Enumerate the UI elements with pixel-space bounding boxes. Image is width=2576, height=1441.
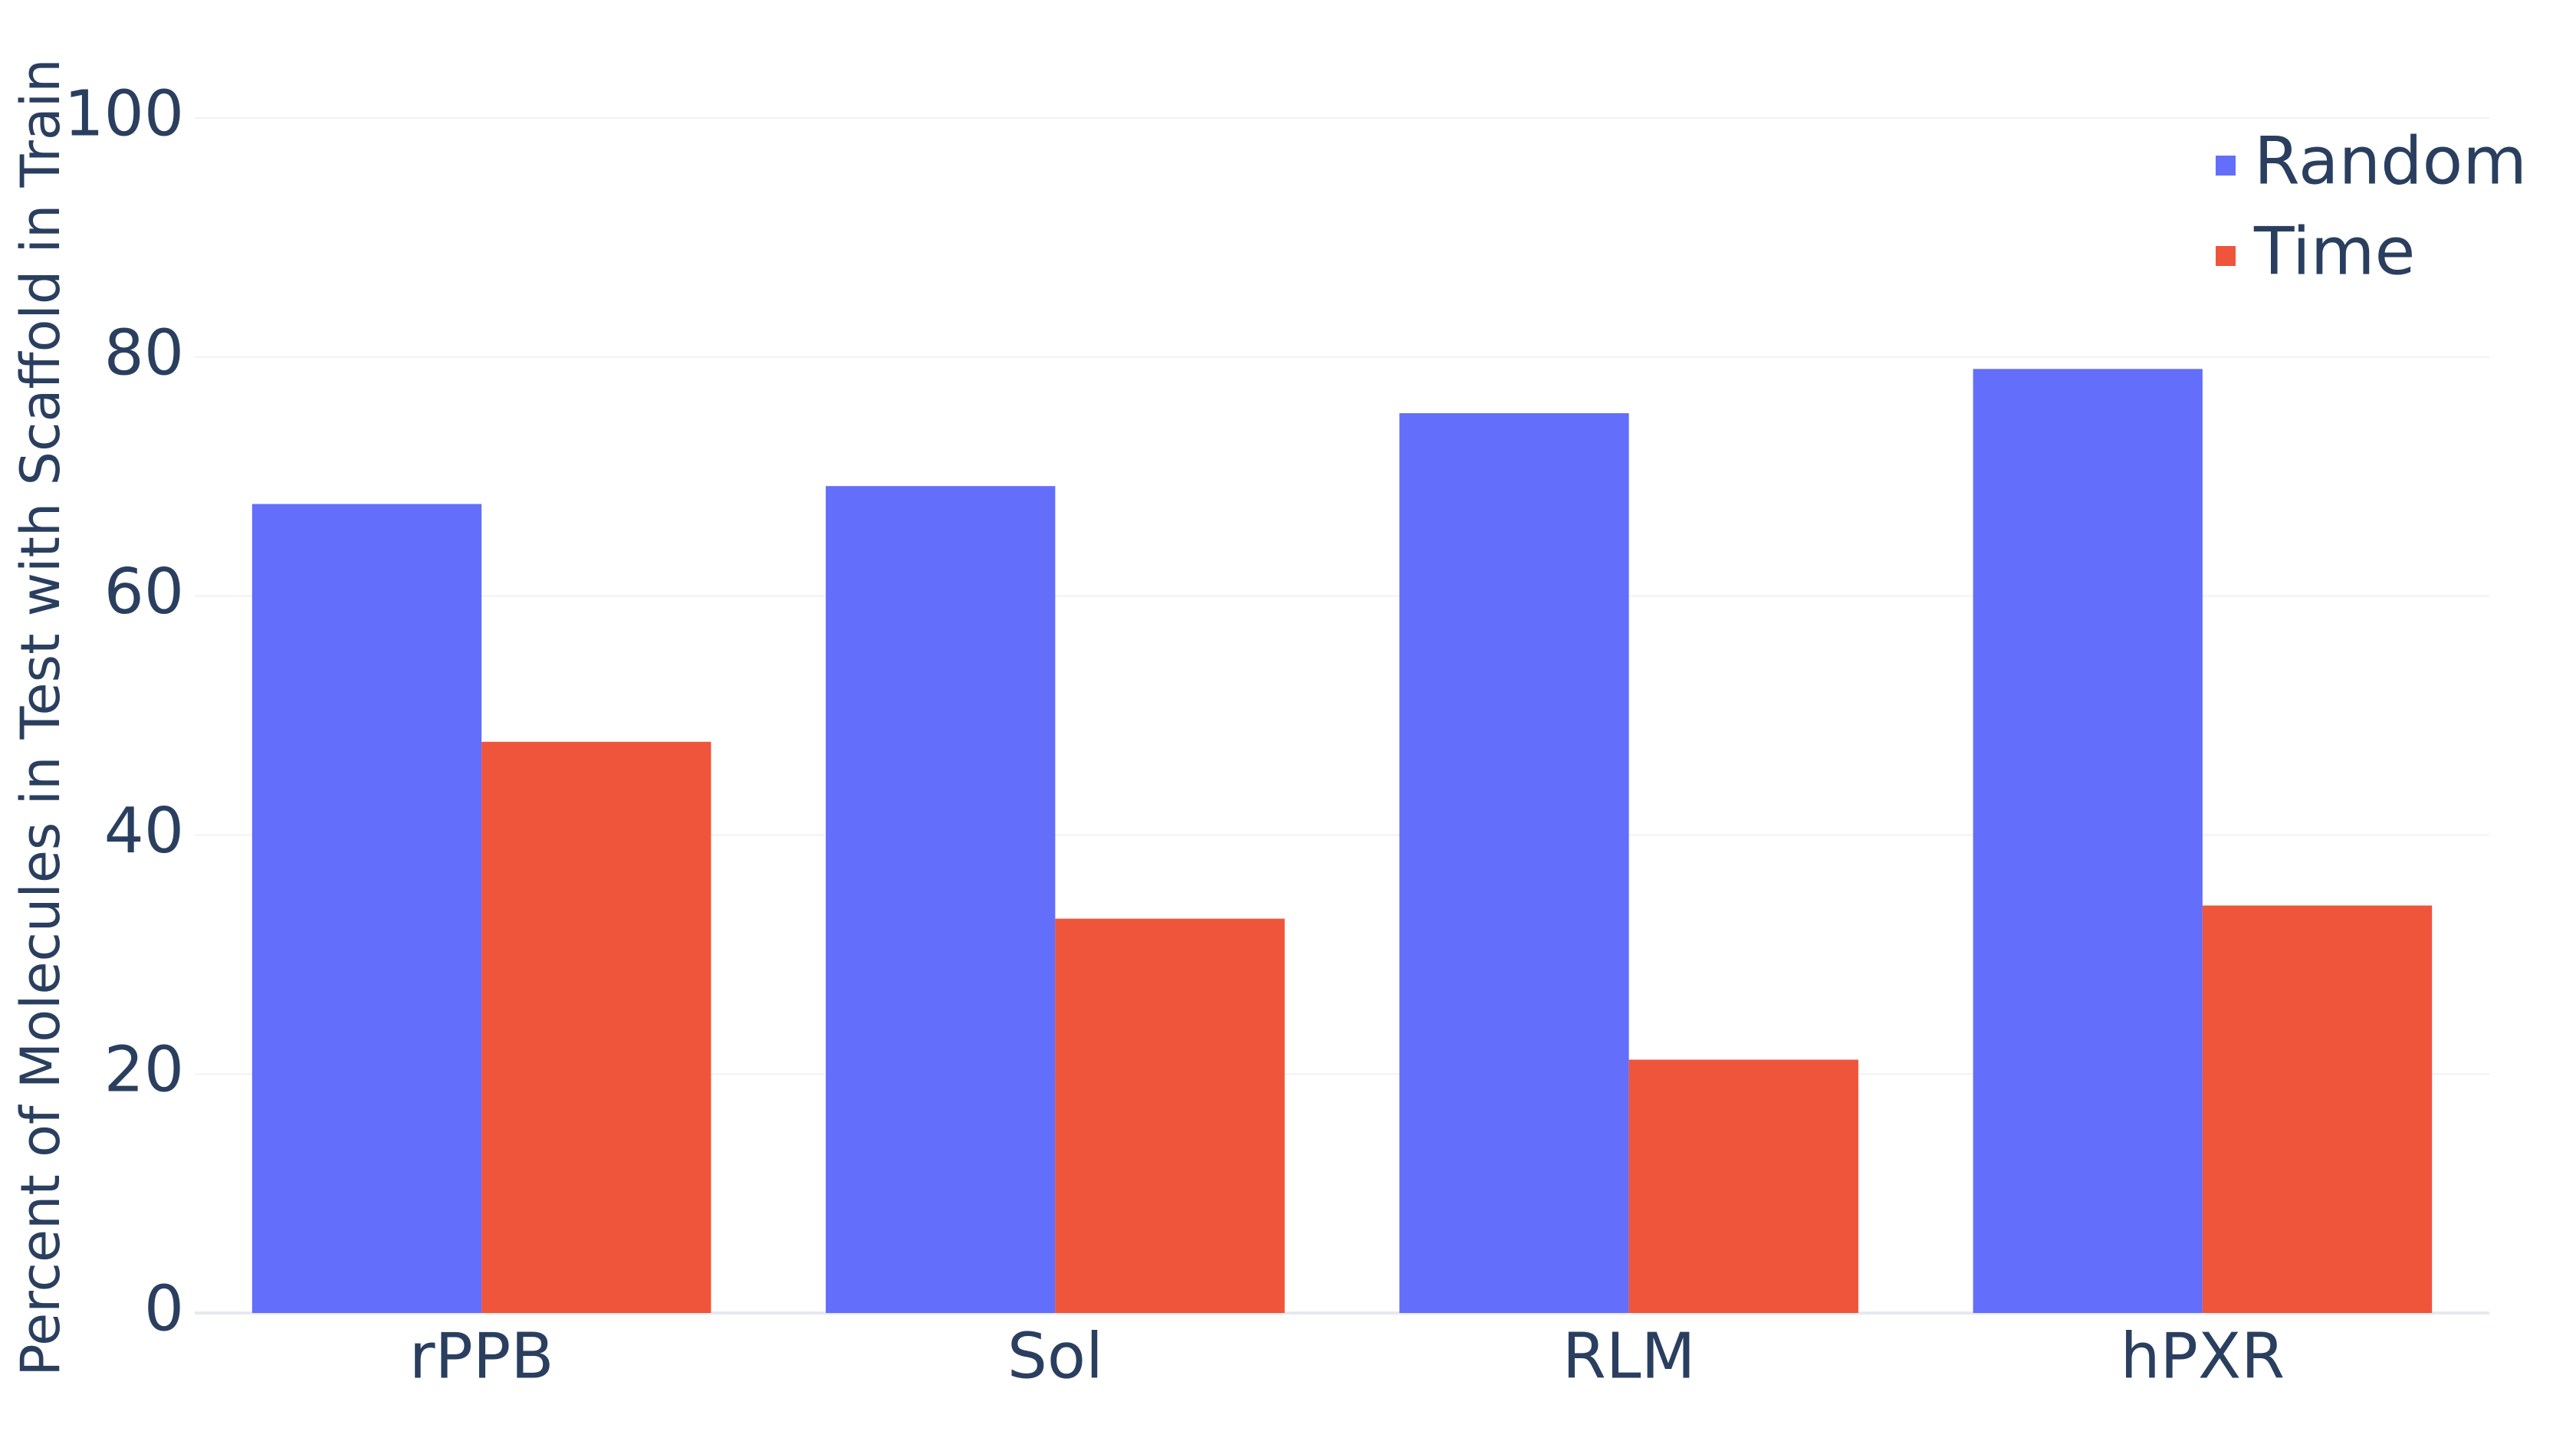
- bar: [1399, 413, 1629, 1313]
- y-tick-label: 60: [104, 556, 184, 629]
- bar: [826, 486, 1056, 1313]
- legend-label: Random: [2254, 123, 2527, 199]
- y-tick-label: 20: [104, 1034, 184, 1107]
- y-axis-title: Percent of Molecules in Test with Scaffo…: [9, 58, 72, 1376]
- bar: [1628, 1059, 1858, 1313]
- x-tick-label: rPPB: [409, 1320, 554, 1393]
- legend-swatch: [2216, 156, 2236, 176]
- bar: [1055, 918, 1285, 1313]
- bar: [2202, 905, 2433, 1313]
- bar: [481, 741, 711, 1313]
- y-tick-label: 0: [144, 1272, 184, 1345]
- x-tick-label: RLM: [1562, 1320, 1695, 1393]
- y-tick-label: 40: [104, 795, 184, 868]
- bar: [251, 504, 482, 1313]
- x-tick-label: hPXR: [2121, 1320, 2285, 1393]
- bar: [1973, 369, 2203, 1313]
- y-tick-label: 100: [64, 77, 184, 150]
- x-tick-label: Sol: [1007, 1320, 1103, 1393]
- legend-swatch: [2216, 246, 2236, 266]
- y-tick-label: 80: [104, 317, 184, 389]
- legend-label: Time: [2253, 213, 2415, 290]
